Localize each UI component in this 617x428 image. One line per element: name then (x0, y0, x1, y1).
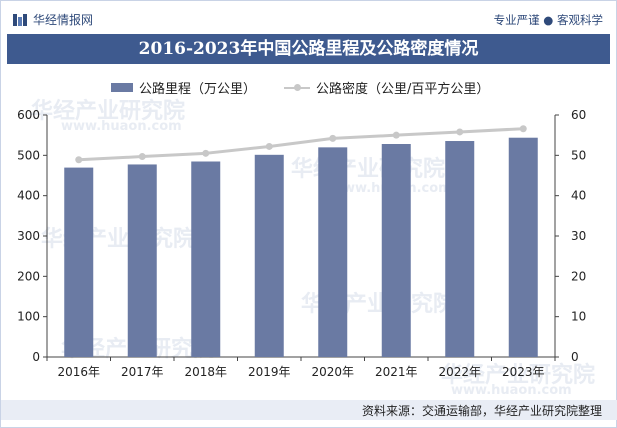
bar (445, 141, 475, 357)
source-note: 资料来源：交通运输部，华经产业研究院整理 (361, 404, 602, 418)
tagline: 专业严谨 ● 客观科学 (493, 13, 603, 27)
y-left-tick-label: 500 (17, 148, 40, 162)
brand-logo: 华经情报网 (13, 11, 93, 28)
bar (191, 161, 221, 357)
x-tick-label: 2017年 (121, 365, 164, 379)
bar (508, 137, 538, 357)
bar (127, 164, 157, 357)
density-point (456, 128, 464, 136)
y-left-tick-label: 600 (17, 108, 40, 122)
legend-label: 公路密度（公里/百平方公里） (316, 82, 490, 97)
bar (64, 167, 94, 357)
x-tick-label: 2016年 (57, 365, 100, 379)
bar (254, 154, 284, 357)
brand-logo-icon (13, 13, 27, 26)
watermark-url: www.huaon.com (451, 383, 572, 398)
x-tick-label: 2021年 (375, 365, 418, 379)
y-left-tick-label: 300 (17, 229, 40, 243)
density-point (329, 134, 337, 142)
x-tick-label: 2018年 (184, 365, 227, 379)
legend-item-bar: 公路里程（万公里） (111, 78, 256, 97)
density-point (138, 153, 146, 161)
title-bar: 2016-2023年中国公路里程及公路密度情况 (7, 34, 610, 64)
watermark-text: 华经产业研究院 (441, 363, 596, 388)
bar (381, 143, 411, 357)
watermark-text: 华经产业研究院 (291, 157, 446, 182)
x-tick-label: 2020年 (311, 365, 354, 379)
legend-item-line: 公路密度（公里/百平方公里） (284, 78, 489, 97)
chart-plot: 0 100 200 300 400 500 600 0 10 20 30 40 50 60 2016年 201… (17, 108, 586, 379)
brand-name: 华经情报网 (33, 13, 94, 27)
watermark-text: 华经产业研究院 (31, 99, 186, 124)
bar (318, 147, 348, 357)
y-right-tick-label: 20 (571, 269, 586, 283)
top-bar: 华经情报网 专业严谨 ● 客观科学 (9, 8, 609, 30)
y-left-tick-label: 200 (17, 269, 40, 283)
x-tick-label: 2022年 (438, 365, 481, 379)
y-right-tick-label: 50 (571, 148, 586, 162)
density-point (265, 142, 273, 150)
y-right-tick-label: 60 (571, 108, 586, 122)
y-right-tick-label: 10 (571, 310, 586, 324)
footer-bar: 资料来源：交通运输部，华经产业研究院整理 (1, 400, 617, 420)
legend-swatch-bar (111, 83, 133, 92)
y-left-tick-label: 100 (17, 310, 40, 324)
density-point (75, 156, 83, 164)
legend-label: 公路里程（万公里） (139, 82, 257, 97)
density-point (519, 125, 527, 133)
x-tick-label: 2023年 (502, 365, 545, 379)
y-left-tick-label: 0 (32, 350, 40, 364)
y-left-tick-label: 400 (17, 189, 40, 203)
density-point (202, 149, 210, 157)
y-right-tick-label: 30 (571, 229, 586, 243)
watermark-url: www.huaon.com (61, 119, 182, 134)
density-line (78, 127, 524, 162)
y-right-tick-label: 40 (571, 189, 586, 203)
y-right-tick-label: 0 (571, 350, 579, 364)
legend-swatch-line (284, 83, 311, 92)
chart-title: 2016-2023年中国公路里程及公路密度情况 (138, 39, 479, 59)
x-tick-label: 2019年 (248, 365, 291, 379)
density-point (392, 131, 400, 139)
chart-legend: 公路里程（万公里） 公路密度（公里/百平方公里） (111, 78, 489, 97)
